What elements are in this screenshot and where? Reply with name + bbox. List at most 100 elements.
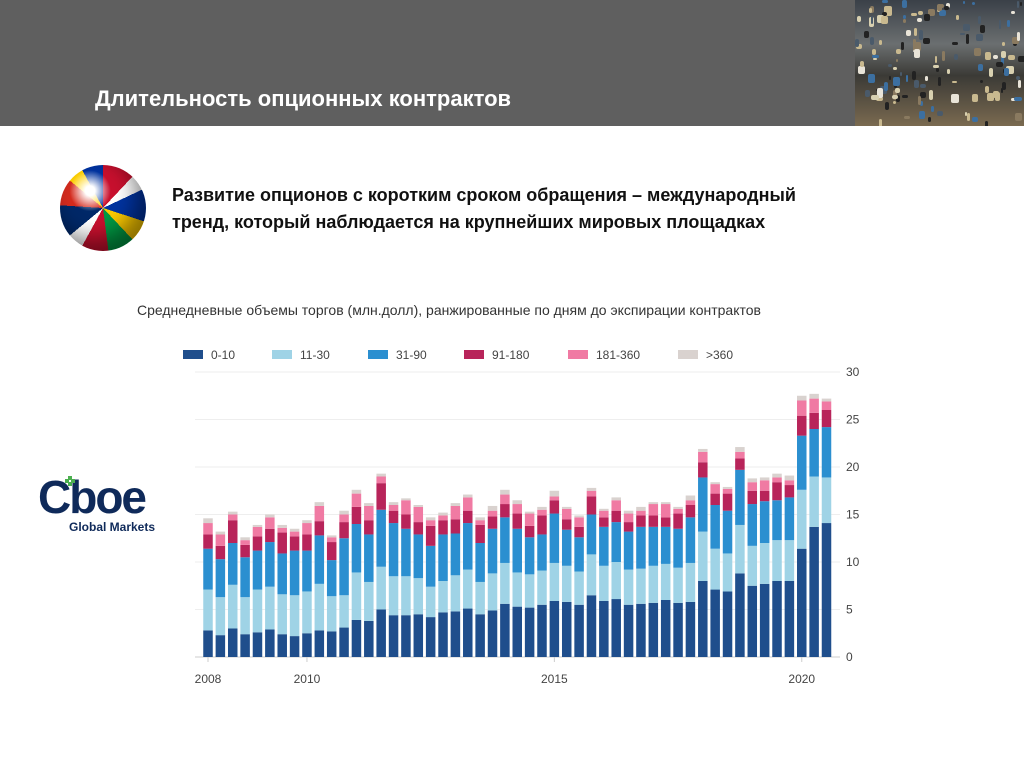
bar-segment-31-90 <box>326 560 337 597</box>
bar-segment-gt360 <box>203 518 213 524</box>
bar-segment-31-90 <box>561 529 572 566</box>
bar-segment-0-10 <box>277 634 287 657</box>
x-tick-label: 2015 <box>541 672 568 686</box>
bar-segment-91-180 <box>747 490 758 505</box>
lead-line-1: Развитие опционов с коротким сроком обра… <box>172 185 796 205</box>
bar-segment-181-360 <box>685 500 696 505</box>
bar-segment-gt360 <box>772 473 782 478</box>
bar-segment-0-10 <box>438 612 448 657</box>
bar-segment-11-30 <box>549 562 560 601</box>
bar-segment-31-90 <box>425 545 436 587</box>
bar-segment-11-30 <box>722 553 733 592</box>
bar-segment-0-10 <box>599 600 609 657</box>
bar-segment-0-10 <box>512 606 522 657</box>
bar-segment-91-180 <box>425 525 436 546</box>
bar-segment-91-180 <box>438 520 448 535</box>
bar-segment-31-90 <box>759 501 770 543</box>
bar-segment-181-360 <box>561 508 572 520</box>
bar-segment-0-10 <box>524 607 535 657</box>
bar-segment-181-360 <box>772 477 782 483</box>
bar-segment-11-30 <box>326 596 337 632</box>
bar-segment-gt360 <box>463 494 473 498</box>
bar-segment-gt360 <box>351 489 362 494</box>
bar-segment-31-90 <box>599 526 609 566</box>
bar-segment-gt360 <box>722 486 733 489</box>
bar-segment-181-360 <box>512 504 522 514</box>
bar-segment-0-10 <box>450 611 461 657</box>
bar-segment-gt360 <box>215 531 226 535</box>
legend-label: 181-360 <box>596 348 640 362</box>
bar-segment-0-10 <box>549 600 560 657</box>
bar-segment-91-180 <box>710 493 720 505</box>
y-tick-label: 25 <box>846 413 860 427</box>
bar-segment-gt360 <box>326 535 337 538</box>
bar-segment-91-180 <box>500 504 510 518</box>
bar-segment-181-360 <box>586 490 597 497</box>
bar-segment-0-10 <box>487 610 498 657</box>
bar-segment-0-10 <box>215 635 226 657</box>
bar-segment-181-360 <box>784 480 795 486</box>
bar-segment-91-180 <box>660 517 671 527</box>
bar-segment-11-30 <box>314 583 325 631</box>
bar-segment-91-180 <box>364 520 374 535</box>
bar-segment-31-90 <box>673 528 683 568</box>
bar-segment-91-180 <box>314 521 325 536</box>
bar-segment-gt360 <box>623 510 634 514</box>
legend-label: 31-90 <box>396 348 427 362</box>
bar-segment-91-180 <box>797 415 807 436</box>
legend-swatch <box>183 350 203 359</box>
bar-segment-0-10 <box>660 600 671 657</box>
stacked-bar-chart: 0 5 10 15 20 25 30 2008 2010 2015 2020 0-10 11-30 31-… <box>183 348 860 686</box>
bar-segment-11-30 <box>376 566 386 610</box>
bar-segment-91-180 <box>611 510 621 523</box>
bar-segment-0-10 <box>252 632 263 657</box>
bar-segment-181-360 <box>215 534 226 546</box>
bar-segment-0-10 <box>339 627 349 657</box>
bar-segment-11-30 <box>512 572 522 607</box>
bar-segment-31-90 <box>500 517 510 563</box>
bar-segment-91-180 <box>227 520 238 543</box>
logo-subtitle: Global Markets <box>69 520 156 534</box>
bar-segment-31-90 <box>277 553 287 595</box>
bar-segment-0-10 <box>698 581 708 657</box>
logo-dots-icon <box>65 476 75 486</box>
bar-segment-gt360 <box>401 498 411 501</box>
bar-segment-11-30 <box>203 589 213 631</box>
bar-segment-91-180 <box>203 534 213 549</box>
bar-segment-0-10 <box>203 630 213 657</box>
bar-segment-181-360 <box>265 517 275 529</box>
bar-segment-0-10 <box>797 548 807 657</box>
y-tick-label: 0 <box>846 650 853 664</box>
bar-segment-91-180 <box>784 485 795 498</box>
bar-segment-0-10 <box>648 602 659 657</box>
bar-segment-11-30 <box>821 477 832 524</box>
bar-segment-11-30 <box>265 586 275 630</box>
bar-segment-11-30 <box>710 548 720 590</box>
bar-segment-gt360 <box>636 506 646 511</box>
bar-segment-31-90 <box>524 537 535 575</box>
bar-segment-gt360 <box>227 511 238 515</box>
bar-segment-0-10 <box>364 620 374 657</box>
bar-segment-11-30 <box>537 570 547 605</box>
bar-segment-11-30 <box>438 581 448 613</box>
bar-segment-11-30 <box>227 584 238 629</box>
bar-segment-gt360 <box>265 514 275 518</box>
bar-segment-0-10 <box>500 603 510 657</box>
bar-segment-0-10 <box>561 601 572 657</box>
bar-segment-0-10 <box>289 636 300 657</box>
bar-segment-31-90 <box>698 477 708 532</box>
bar-segment-91-180 <box>339 522 349 539</box>
bar-segment-91-180 <box>759 490 770 502</box>
bar-segment-11-30 <box>351 572 362 620</box>
bar-segment-31-90 <box>784 497 795 541</box>
bar-segment-31-90 <box>797 435 807 490</box>
bar-segment-91-180 <box>673 513 683 529</box>
bar-segment-31-90 <box>401 528 411 577</box>
bar-segment-91-180 <box>388 510 399 524</box>
bar-segment-181-360 <box>326 537 337 543</box>
bar-segment-gt360 <box>735 447 745 452</box>
bar-segment-0-10 <box>326 631 337 657</box>
bar-segment-0-10 <box>463 608 473 657</box>
bar-segment-31-90 <box>549 513 560 563</box>
x-tick-label: 2010 <box>294 672 321 686</box>
